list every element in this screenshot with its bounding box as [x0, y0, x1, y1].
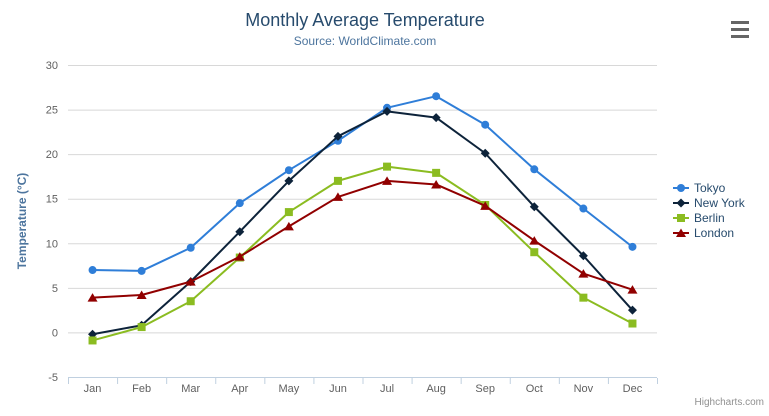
y-axis-title: Temperature (°C): [15, 173, 29, 270]
y-axis-tick-label: 5: [52, 283, 58, 295]
chart-title: Monthly Average Temperature: [245, 10, 485, 30]
data-point-london[interactable]: [382, 176, 393, 185]
y-axis-tick-label: 30: [46, 60, 58, 72]
y-axis-tick-label: -5: [48, 372, 58, 384]
data-point-berlin[interactable]: [579, 293, 588, 302]
legend-marker-triangle-icon: [673, 228, 689, 237]
data-point-new-york[interactable]: [431, 113, 441, 123]
data-point-london[interactable]: [480, 201, 491, 210]
data-point-berlin[interactable]: [333, 176, 342, 185]
legend-item-new-york[interactable]: New York: [673, 195, 745, 210]
series-line-new-york[interactable]: [91, 110, 634, 336]
data-point-berlin[interactable]: [530, 248, 539, 257]
data-point-new-york[interactable]: [627, 305, 637, 315]
legend-marker-square-icon: [673, 213, 689, 222]
data-point-berlin[interactable]: [186, 297, 195, 306]
hamburger-icon: [731, 35, 749, 38]
y-axis-tick-label: 20: [46, 149, 58, 161]
x-axis-tick-label: May: [278, 383, 299, 395]
x-axis-tick-label: Apr: [231, 383, 248, 395]
legend-symbol-marker[interactable]: [677, 183, 685, 192]
x-axis-tick-label: Feb: [132, 383, 151, 395]
legend-symbol-marker[interactable]: [676, 228, 686, 237]
data-point-tokyo[interactable]: [579, 204, 588, 213]
y-axis-tick-label: 15: [46, 194, 58, 206]
legend-marker-circle-icon: [673, 183, 689, 192]
data-point-london[interactable]: [234, 252, 245, 261]
data-point-berlin[interactable]: [628, 319, 637, 328]
y-axis-tick-label: 25: [46, 105, 58, 117]
legend-item-tokyo[interactable]: Tokyo: [673, 180, 745, 195]
data-point-london[interactable]: [627, 285, 638, 294]
x-axis-tick-label: Mar: [181, 383, 200, 395]
data-point-tokyo[interactable]: [186, 243, 195, 252]
x-axis-tick-label: Dec: [623, 383, 643, 395]
data-point-new-york[interactable]: [480, 148, 490, 158]
data-point-new-york[interactable]: [529, 202, 539, 212]
data-point-new-york[interactable]: [578, 251, 588, 261]
x-axis-tick-label: Aug: [426, 383, 446, 395]
data-point-london[interactable]: [87, 293, 98, 302]
x-axis-tick-label: Jul: [380, 383, 394, 395]
legend-item-london[interactable]: London: [673, 225, 745, 240]
legend-label: Tokyo: [694, 180, 726, 195]
data-point-london[interactable]: [578, 269, 589, 278]
highcharts-credits-link[interactable]: Highcharts.com: [694, 397, 764, 408]
data-point-london[interactable]: [185, 277, 196, 286]
data-point-london[interactable]: [136, 290, 147, 299]
data-point-berlin[interactable]: [383, 162, 392, 171]
legend-marker-diamond-icon: [673, 198, 689, 207]
data-point-tokyo[interactable]: [88, 266, 97, 275]
legend-symbol-marker[interactable]: [677, 213, 685, 222]
data-point-new-york[interactable]: [284, 176, 294, 186]
y-axis-tick-label: 10: [46, 238, 58, 250]
x-axis-tick-label: Jan: [84, 383, 102, 395]
data-point-berlin[interactable]: [88, 336, 97, 345]
y-axis-tick-label: 0: [52, 327, 58, 339]
data-point-tokyo[interactable]: [628, 242, 637, 251]
data-point-tokyo[interactable]: [137, 266, 146, 275]
x-axis-tick-label: Oct: [526, 383, 543, 395]
data-point-tokyo[interactable]: [530, 165, 539, 174]
series-line-tokyo[interactable]: [91, 95, 634, 272]
legend-symbol-marker[interactable]: [676, 198, 686, 207]
data-point-london[interactable]: [529, 236, 540, 245]
legend: Tokyo New York Berlin London: [673, 180, 745, 240]
x-axis-tick-label: Sep: [475, 383, 495, 395]
x-axis-tick-label: Jun: [329, 383, 347, 395]
hamburger-icon: [731, 28, 749, 31]
export-menu-button[interactable]: [731, 21, 749, 38]
series-line-berlin[interactable]: [91, 165, 634, 342]
hamburger-icon: [731, 21, 749, 24]
data-point-london[interactable]: [332, 192, 343, 201]
data-point-london[interactable]: [283, 221, 294, 231]
data-point-new-york[interactable]: [333, 131, 343, 141]
data-point-berlin[interactable]: [137, 323, 146, 332]
data-point-tokyo[interactable]: [481, 120, 490, 129]
legend-label: New York: [694, 195, 745, 210]
legend-label: Berlin: [694, 210, 725, 225]
data-point-tokyo[interactable]: [235, 199, 244, 208]
data-point-tokyo[interactable]: [284, 166, 293, 175]
data-point-berlin[interactable]: [284, 208, 293, 217]
x-axis-tick-label: Nov: [574, 383, 594, 395]
data-point-berlin[interactable]: [432, 168, 441, 177]
series-line-london[interactable]: [91, 179, 634, 299]
legend-item-berlin[interactable]: Berlin: [673, 210, 745, 225]
legend-label: London: [694, 225, 735, 240]
data-point-london[interactable]: [431, 179, 442, 189]
data-point-new-york[interactable]: [235, 227, 245, 237]
chart-subtitle: Source: WorldClimate.com: [293, 34, 437, 48]
data-point-new-york[interactable]: [382, 106, 392, 116]
data-point-tokyo[interactable]: [432, 92, 441, 101]
